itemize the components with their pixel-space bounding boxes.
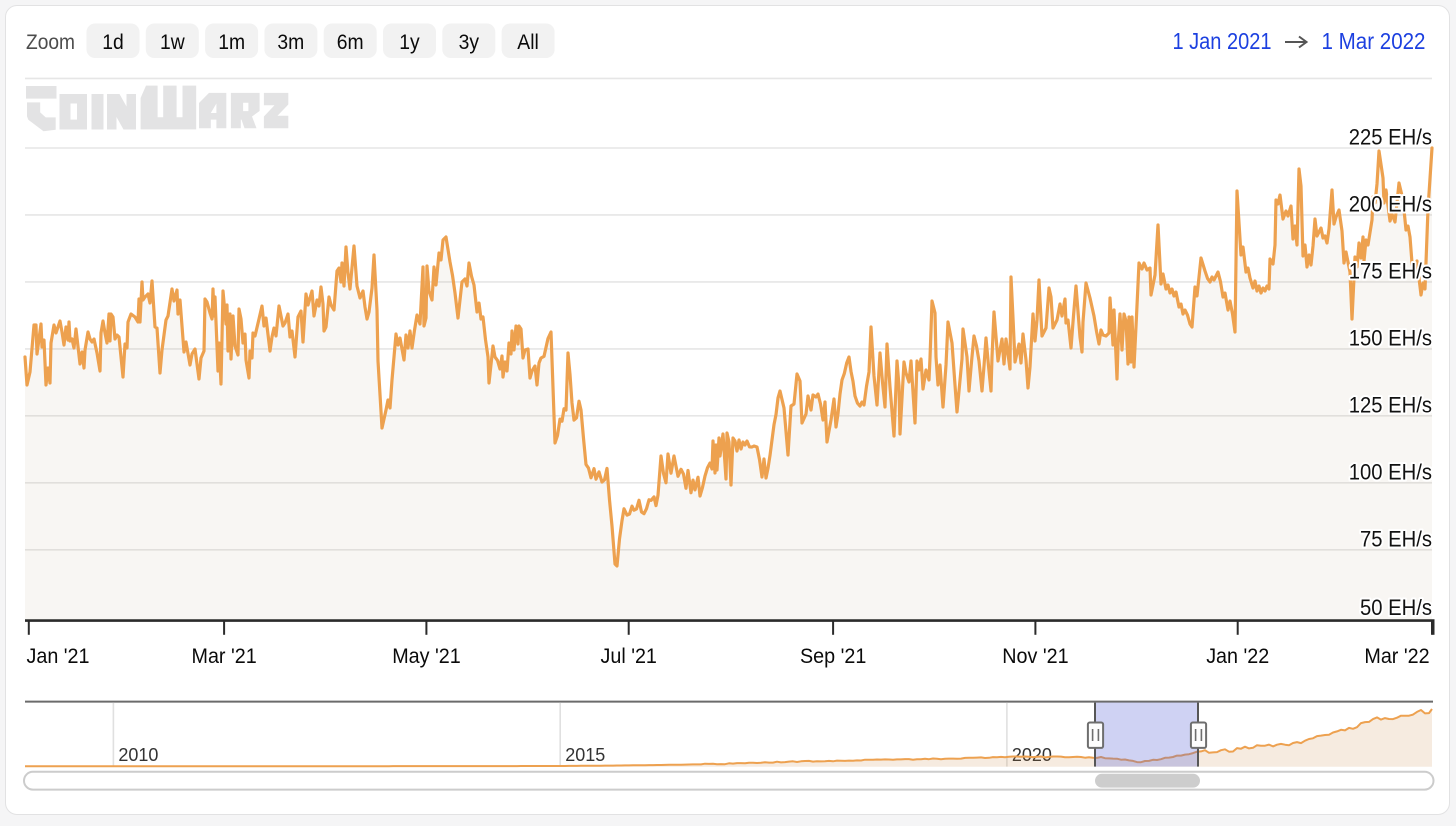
svg-text:125 EH/s: 125 EH/s bbox=[1349, 392, 1432, 417]
svg-text:Mar '21: Mar '21 bbox=[192, 645, 257, 668]
svg-text:1 Mar 2022: 1 Mar 2022 bbox=[1322, 28, 1426, 54]
svg-text:2020: 2020 bbox=[1012, 745, 1052, 765]
svg-text:Nov '21: Nov '21 bbox=[1002, 645, 1068, 668]
svg-text:6m: 6m bbox=[337, 31, 364, 54]
svg-text:1 Jan 2021: 1 Jan 2021 bbox=[1173, 28, 1272, 54]
svg-text:All: All bbox=[517, 31, 539, 54]
svg-text:Zoom: Zoom bbox=[26, 31, 75, 54]
svg-text:1y: 1y bbox=[399, 31, 420, 54]
svg-text:100 EH/s: 100 EH/s bbox=[1349, 459, 1432, 484]
svg-text:Jan '22: Jan '22 bbox=[1206, 645, 1269, 668]
svg-text:225 EH/s: 225 EH/s bbox=[1349, 125, 1432, 150]
svg-text:1w: 1w bbox=[160, 31, 185, 54]
svg-text:200 EH/s: 200 EH/s bbox=[1349, 191, 1432, 216]
svg-text:2010: 2010 bbox=[118, 745, 158, 765]
svg-text:Jul '21: Jul '21 bbox=[601, 645, 657, 668]
svg-text:3y: 3y bbox=[459, 31, 480, 54]
svg-text:175 EH/s: 175 EH/s bbox=[1349, 258, 1432, 283]
svg-text:50 EH/s: 50 EH/s bbox=[1360, 595, 1432, 620]
svg-text:2015: 2015 bbox=[565, 745, 605, 765]
svg-text:Jan '21: Jan '21 bbox=[27, 645, 90, 668]
svg-text:Mar '22: Mar '22 bbox=[1364, 645, 1429, 668]
svg-text:1d: 1d bbox=[102, 31, 124, 54]
svg-text:Sep '21: Sep '21 bbox=[800, 645, 866, 668]
svg-text:150 EH/s: 150 EH/s bbox=[1349, 325, 1432, 350]
svg-text:75 EH/s: 75 EH/s bbox=[1360, 526, 1432, 551]
svg-text:May '21: May '21 bbox=[392, 645, 461, 668]
svg-text:3m: 3m bbox=[277, 31, 304, 54]
svg-text:1m: 1m bbox=[218, 31, 245, 54]
